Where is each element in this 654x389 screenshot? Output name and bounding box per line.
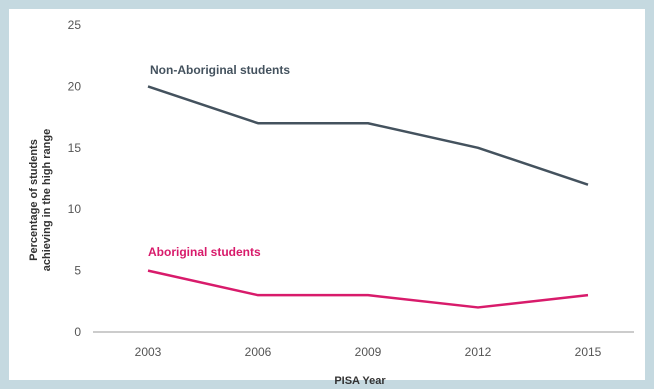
y-tick-label: 15 [68,141,82,155]
x-tick-label: 2006 [245,345,272,359]
series-line-non-aboriginal [147,85,589,186]
x-tick-label: 2009 [355,345,382,359]
y-axis-ticks: 0 5 10 15 20 25 [68,18,82,339]
x-tick-label: 2012 [465,345,492,359]
x-tick-label: 2003 [135,345,162,359]
y-tick-label: 25 [68,18,82,32]
series-label-non-aboriginal: Non-Aboriginal students [150,63,290,77]
x-axis-title: PISA Year [334,375,386,387]
y-tick-label: 5 [74,264,81,278]
y-tick-label: 0 [74,325,81,339]
y-tick-label: 20 [68,79,82,93]
x-tick-label: 2015 [575,345,602,359]
series-line-aboriginal [147,269,589,309]
chart-frame [9,9,645,380]
series-label-aboriginal: Aboriginal students [148,245,261,259]
y-axis-title-line-2: achieving in the high range [41,129,53,271]
series-lines [147,85,589,309]
y-axis-title-line-1: Percentage of students [28,139,40,261]
y-tick-label: 10 [68,202,82,216]
x-axis-ticks: 2003 2006 2009 2012 2015 [135,345,602,359]
